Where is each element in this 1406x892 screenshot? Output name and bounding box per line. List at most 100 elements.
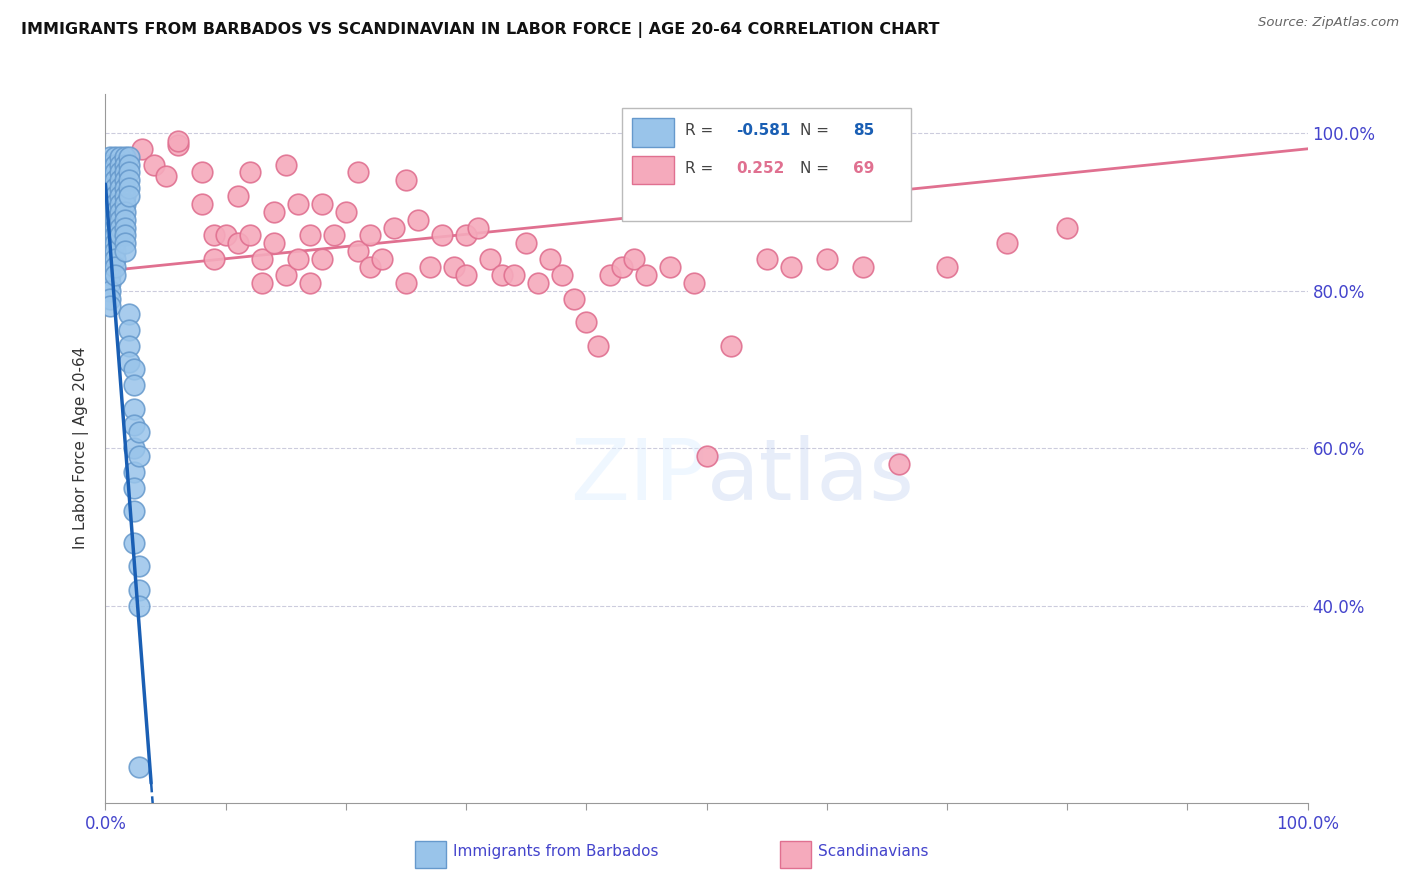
Point bbox=[124, 481, 146, 495]
Point bbox=[98, 300, 121, 314]
Point bbox=[359, 260, 381, 274]
Text: Scandinavians: Scandinavians bbox=[818, 845, 929, 859]
Point bbox=[936, 260, 959, 274]
Point bbox=[118, 339, 141, 353]
Text: R =: R = bbox=[685, 123, 718, 138]
Text: 85: 85 bbox=[853, 123, 875, 138]
Point bbox=[395, 173, 418, 187]
Point bbox=[104, 252, 127, 267]
Point bbox=[612, 260, 634, 274]
Point bbox=[226, 236, 249, 251]
Point bbox=[98, 205, 121, 219]
Point bbox=[108, 220, 131, 235]
Point bbox=[755, 252, 778, 267]
Point bbox=[287, 252, 309, 267]
Point bbox=[124, 417, 146, 432]
Point bbox=[114, 220, 136, 235]
Point bbox=[98, 189, 121, 203]
Point bbox=[98, 197, 121, 211]
Point bbox=[815, 252, 838, 267]
Point bbox=[527, 276, 550, 290]
Point bbox=[274, 158, 297, 172]
Point bbox=[128, 599, 150, 613]
Point bbox=[104, 205, 127, 219]
Point bbox=[696, 449, 718, 463]
Point bbox=[239, 228, 262, 243]
Point bbox=[114, 197, 136, 211]
Point bbox=[124, 362, 146, 376]
Point bbox=[118, 158, 141, 172]
Point bbox=[104, 150, 127, 164]
Point bbox=[114, 205, 136, 219]
Point bbox=[128, 760, 150, 774]
Point bbox=[108, 189, 131, 203]
Point bbox=[104, 197, 127, 211]
Point bbox=[443, 260, 465, 274]
Point bbox=[395, 276, 418, 290]
Point bbox=[298, 228, 321, 243]
Point bbox=[98, 212, 121, 227]
Point bbox=[108, 173, 131, 187]
Point bbox=[114, 212, 136, 227]
Point bbox=[128, 425, 150, 440]
FancyBboxPatch shape bbox=[623, 108, 911, 221]
Point bbox=[118, 165, 141, 179]
Point bbox=[322, 228, 344, 243]
Point bbox=[155, 169, 177, 184]
Point bbox=[108, 228, 131, 243]
Point bbox=[118, 173, 141, 187]
Point bbox=[104, 260, 127, 274]
Point bbox=[454, 268, 477, 282]
Point bbox=[683, 276, 706, 290]
Point bbox=[263, 236, 285, 251]
Text: atlas: atlas bbox=[707, 435, 914, 518]
Point bbox=[347, 165, 370, 179]
Point bbox=[118, 354, 141, 368]
Text: -0.581: -0.581 bbox=[737, 123, 792, 138]
Text: Source: ZipAtlas.com: Source: ZipAtlas.com bbox=[1258, 16, 1399, 29]
Bar bbox=[631, 119, 673, 147]
Point bbox=[359, 228, 381, 243]
Text: IMMIGRANTS FROM BARBADOS VS SCANDINAVIAN IN LABOR FORCE | AGE 20-64 CORRELATION : IMMIGRANTS FROM BARBADOS VS SCANDINAVIAN… bbox=[21, 22, 939, 38]
Point bbox=[104, 236, 127, 251]
Point bbox=[98, 173, 121, 187]
Point bbox=[114, 173, 136, 187]
Point bbox=[114, 150, 136, 164]
Point bbox=[454, 228, 477, 243]
Point bbox=[467, 220, 489, 235]
Point bbox=[108, 212, 131, 227]
Point bbox=[98, 244, 121, 259]
Point bbox=[852, 260, 875, 274]
Point bbox=[124, 442, 146, 455]
Bar bbox=[631, 156, 673, 185]
Text: Immigrants from Barbados: Immigrants from Barbados bbox=[453, 845, 658, 859]
Point bbox=[131, 142, 153, 156]
Point bbox=[430, 228, 453, 243]
Point bbox=[263, 205, 285, 219]
Point bbox=[98, 220, 121, 235]
Point bbox=[166, 134, 188, 148]
Point bbox=[659, 260, 682, 274]
Point bbox=[636, 268, 658, 282]
Point bbox=[114, 236, 136, 251]
Y-axis label: In Labor Force | Age 20-64: In Labor Force | Age 20-64 bbox=[73, 347, 90, 549]
Point bbox=[98, 228, 121, 243]
Point bbox=[274, 268, 297, 282]
Point bbox=[515, 236, 537, 251]
Point bbox=[491, 268, 513, 282]
Point bbox=[98, 268, 121, 282]
Point bbox=[419, 260, 441, 274]
Point bbox=[104, 212, 127, 227]
Point bbox=[118, 189, 141, 203]
Point bbox=[250, 276, 273, 290]
Point bbox=[347, 244, 370, 259]
Point bbox=[479, 252, 502, 267]
Point bbox=[108, 150, 131, 164]
Point bbox=[104, 181, 127, 195]
Point bbox=[118, 181, 141, 195]
Point bbox=[371, 252, 394, 267]
Point bbox=[104, 189, 127, 203]
Point bbox=[108, 205, 131, 219]
Point bbox=[588, 339, 610, 353]
Point bbox=[98, 158, 121, 172]
